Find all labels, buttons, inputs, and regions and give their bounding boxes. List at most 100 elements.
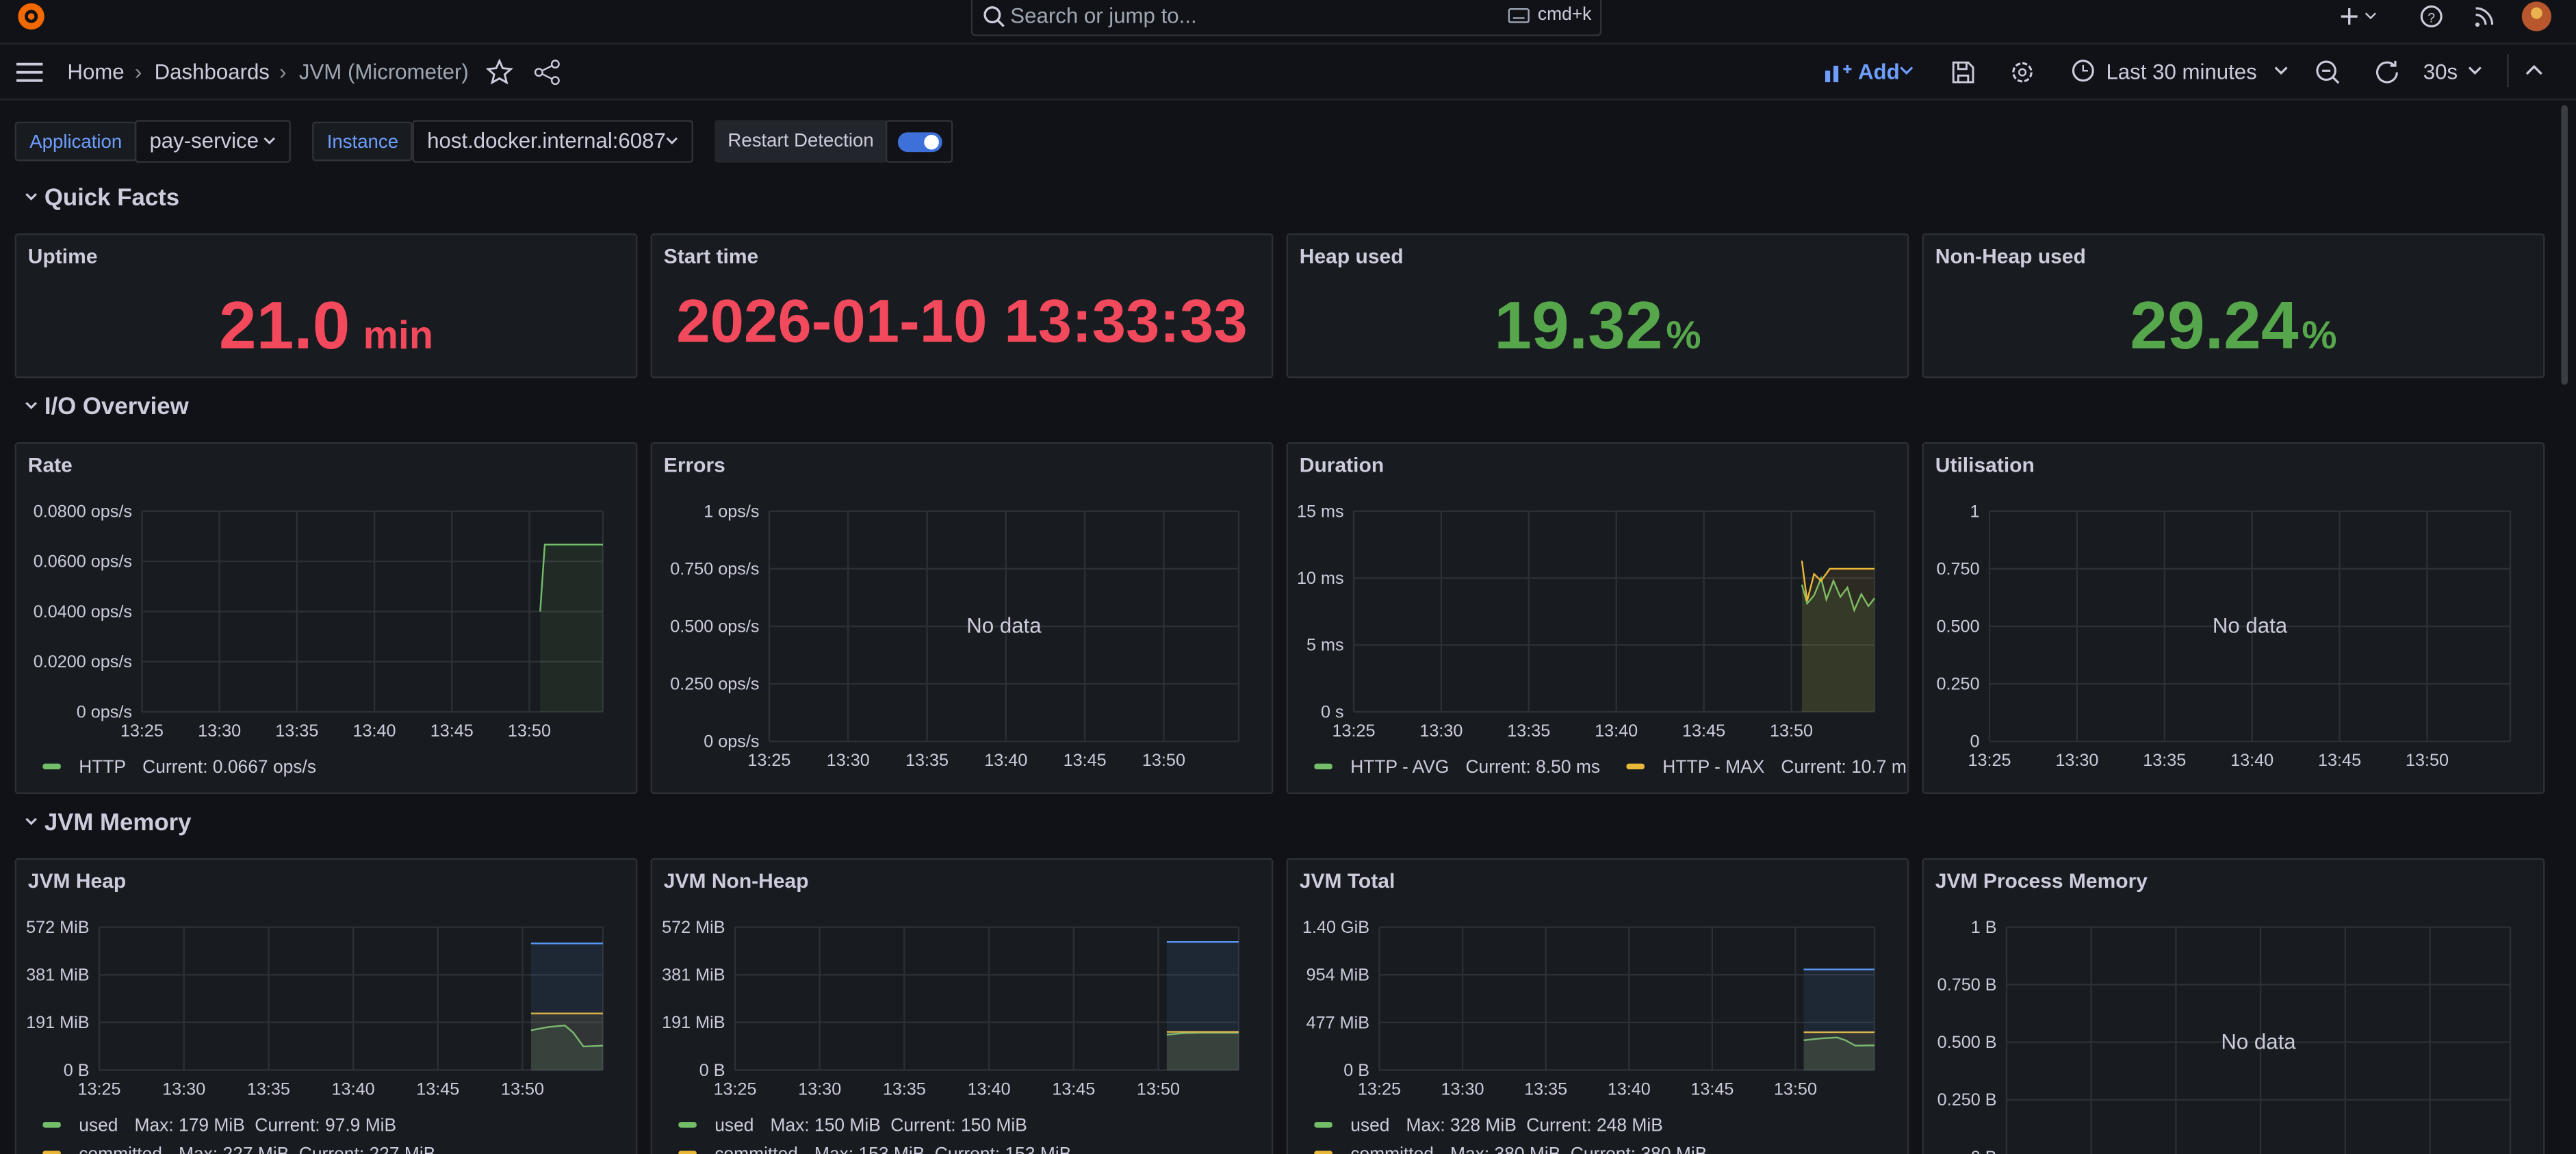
legend-stat: Current: 0.0667 ops/s [142, 756, 316, 777]
x-tick-label: 13:30 [162, 1080, 205, 1099]
legend-item[interactable]: committed Max: 153 MiB Current: 153 MiB [678, 1143, 1071, 1154]
chart: 0 B 191 MiB 381 MiB 572 MiB 13:25 13:30 13:35 1… [662, 918, 1240, 1154]
stat-value: 21.0 min [16, 287, 636, 365]
new-button[interactable] [2341, 8, 2376, 25]
panel: Duration 0 s 5 ms 10 ms 15 ms 13:25 13:30 13:35… [1286, 442, 1909, 795]
variable-select[interactable]: host.docker.internal:6087 [412, 120, 694, 163]
series-area [1803, 969, 1875, 1070]
legend-item[interactable]: HTTP - MAX Current: 10.7 ms [1626, 756, 1907, 777]
legend-stat: Current: 227 MiB [299, 1143, 436, 1154]
add-chevron [1900, 66, 1914, 75]
legend-stat: Current: 150 MiB [890, 1114, 1027, 1135]
legend-swatch [42, 1122, 61, 1128]
no-data: No data [966, 614, 1042, 638]
x-tick-label: 13:30 [798, 1080, 841, 1099]
legend-item[interactable]: committed Max: 380 MiB Current: 380 MiB [1314, 1143, 1707, 1154]
row-title: JVM Memory [44, 810, 192, 837]
help-button[interactable]: ? [2420, 5, 2443, 27]
collapse-button[interactable] [2525, 64, 2545, 79]
stat-unit: min [363, 313, 434, 359]
y-tick-label: 1 ops/s [704, 502, 759, 521]
keyboard-icon [1508, 8, 1530, 23]
breadcrumb-current: JVM (Micrometer) [298, 59, 469, 84]
panel: Rate 0 ops/s 0.0200 ops/s 0.0400 ops/s 0.060… [14, 442, 638, 795]
legend-stat: Current: 380 MiB [1571, 1143, 1708, 1154]
x-tick-label: 13:50 [1774, 1080, 1817, 1099]
refresh-interval[interactable]: 30s [2423, 59, 2458, 84]
breadcrumb[interactable]: Dashboards [154, 59, 270, 84]
panel-title: Duration [1299, 453, 1384, 477]
series-line [530, 1024, 604, 1048]
row-title: Quick Facts [44, 185, 180, 212]
search-placeholder: Search or jump to... [1010, 3, 1197, 28]
settings-button[interactable] [2012, 62, 2033, 83]
legend-item[interactable]: used Max: 328 MiB Current: 248 MiB [1314, 1114, 1663, 1135]
x-tick-label: 13:35 [247, 1080, 290, 1099]
time-range-picker[interactable]: Last 30 minutes [2106, 59, 2257, 84]
grafana-logo[interactable] [13, 0, 49, 36]
y-tick-label: 0.750 ops/s [670, 559, 759, 578]
chevron [25, 402, 37, 409]
restart-toggle[interactable] [897, 131, 943, 153]
legend-swatch [1626, 763, 1645, 769]
series-line [1803, 1036, 1875, 1047]
x-tick-label: 13:50 [1137, 1080, 1180, 1099]
y-tick-label: 954 MiB [1306, 966, 1369, 985]
x-tick-label: 13:35 [1507, 721, 1550, 741]
breadcrumb[interactable]: Home [67, 59, 125, 84]
y-tick-label: 381 MiB [26, 966, 89, 985]
time-chevron [2274, 66, 2288, 75]
zoom-out-button[interactable] [2316, 60, 2340, 84]
variable-label: Instance [312, 121, 413, 162]
x-tick-label: 13:50 [508, 721, 551, 741]
menu-button[interactable] [15, 59, 44, 85]
legend-swatch [678, 1151, 697, 1154]
x-tick-label: 13:30 [1441, 1080, 1484, 1099]
legend-name: used [714, 1114, 754, 1135]
chart: 0 0.250 0.500 0.750 1 13:25 13:30 13:35 13:40 13:… [1937, 502, 2512, 770]
legend-item[interactable]: used Max: 179 MiB Current: 97.9 MiB [42, 1114, 396, 1135]
news-button[interactable] [2475, 7, 2494, 27]
dashboard-actions [486, 58, 560, 86]
panel-title: JVM Heap [27, 869, 127, 893]
x-tick-label: 13:25 [1358, 1080, 1401, 1099]
chevron [25, 193, 37, 201]
legend-item[interactable]: HTTP Current: 0.0667 ops/s [42, 756, 316, 777]
stat-number: 29.24 [2130, 287, 2299, 363]
legend-stat: Max: 227 MiB [179, 1143, 289, 1154]
legend-name: HTTP - MAX [1662, 756, 1765, 777]
y-tick-label: 191 MiB [662, 1013, 725, 1032]
panel-title: Rate [27, 453, 73, 477]
variable-select[interactable]: pay-service [134, 120, 291, 163]
search-box[interactable]: Search or jump to... cmd+k [970, 0, 1602, 36]
row-chevron [25, 817, 37, 825]
legend-item[interactable]: HTTP - AVG Current: 8.50 ms [1314, 756, 1600, 777]
legend-item[interactable]: committed Max: 227 MiB Current: 227 MiB [42, 1143, 435, 1154]
panel-title: JVM Non-Heap [663, 869, 809, 893]
y-tick-label: 0.0400 ops/s [34, 602, 132, 621]
panel-title: Heap used [1299, 244, 1404, 268]
x-tick-label: 13:40 [332, 1080, 375, 1099]
star-button[interactable] [486, 58, 514, 85]
legend-swatch [1314, 763, 1332, 769]
share-button[interactable] [534, 60, 560, 86]
series-line [1801, 561, 1875, 602]
save-button[interactable] [1952, 61, 1974, 84]
stat-value: 2026-01-10 13:33:33 [652, 287, 1272, 357]
panel: Uptime 21.0 min [14, 233, 638, 379]
breadcrumb-separator: › [134, 59, 142, 84]
row-title: I/O Overview [44, 394, 189, 421]
x-tick-label: 13:50 [1142, 751, 1185, 770]
refresh-button[interactable] [2376, 60, 2398, 84]
avatar[interactable] [2521, 1, 2551, 31]
legend-item[interactable]: used Max: 150 MiB Current: 150 MiB [678, 1114, 1027, 1135]
panel: Errors 0 ops/s 0.250 ops/s 0.500 ops/s 0.750… [650, 442, 1274, 795]
y-tick-label: 5 ms [1306, 636, 1344, 655]
y-tick-label: 1 [1970, 502, 1980, 521]
panel: JVM Heap 0 B 191 MiB 381 MiB 572 MiB 13:25 13:… [14, 858, 638, 1154]
add-button[interactable]: Add [1857, 59, 1900, 84]
no-data: No data [2221, 1029, 2296, 1053]
legend-name: committed [714, 1143, 798, 1154]
x-tick-label: 13:45 [1052, 1080, 1095, 1099]
legend-swatch [42, 763, 61, 769]
